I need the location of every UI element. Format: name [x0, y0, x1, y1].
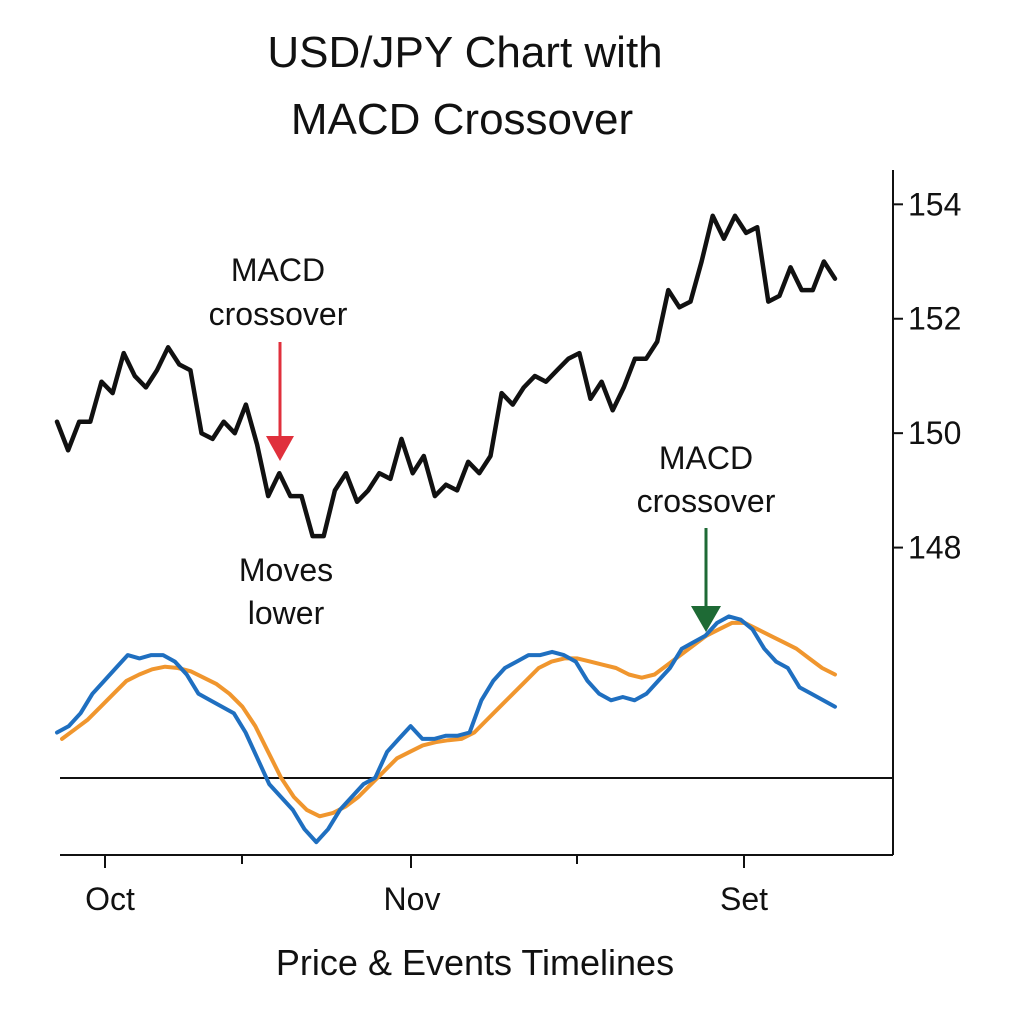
price-series-line	[54, 213, 838, 539]
y-tick-label: 150	[908, 415, 961, 451]
macd-series-line	[55, 614, 837, 845]
chart-title-line-2: MACD Crossover	[291, 95, 633, 144]
y-ticks: 148 150 152 154	[893, 186, 961, 566]
bearish-crossover-arrow-icon	[266, 342, 294, 461]
signal-series-line	[60, 620, 837, 819]
x-tick-label-oct: Oct	[85, 881, 135, 917]
y-tick-label: 154	[908, 186, 961, 222]
bullish-crossover-arrow-icon	[691, 528, 721, 632]
x-tick-label-nov: Nov	[384, 881, 441, 917]
bullish-annotation-line-1: MACD	[659, 440, 753, 476]
y-tick-label: 148	[908, 530, 961, 566]
x-axis-label: Price & Events Timelines	[276, 942, 674, 983]
bearish-annotation-line-1: MACD	[231, 252, 325, 288]
moves-lower-label-line-1: Moves	[239, 552, 333, 588]
chart-title-line-1: USD/JPY Chart with	[267, 28, 662, 77]
bullish-annotation-line-2: crossover	[637, 483, 776, 519]
moves-lower-label-line-2: lower	[248, 595, 325, 631]
y-tick-label: 152	[908, 301, 961, 337]
bearish-annotation-line-2: crossover	[209, 296, 348, 332]
x-tick-label-set: Set	[720, 881, 768, 917]
x-ticks	[104, 855, 745, 868]
